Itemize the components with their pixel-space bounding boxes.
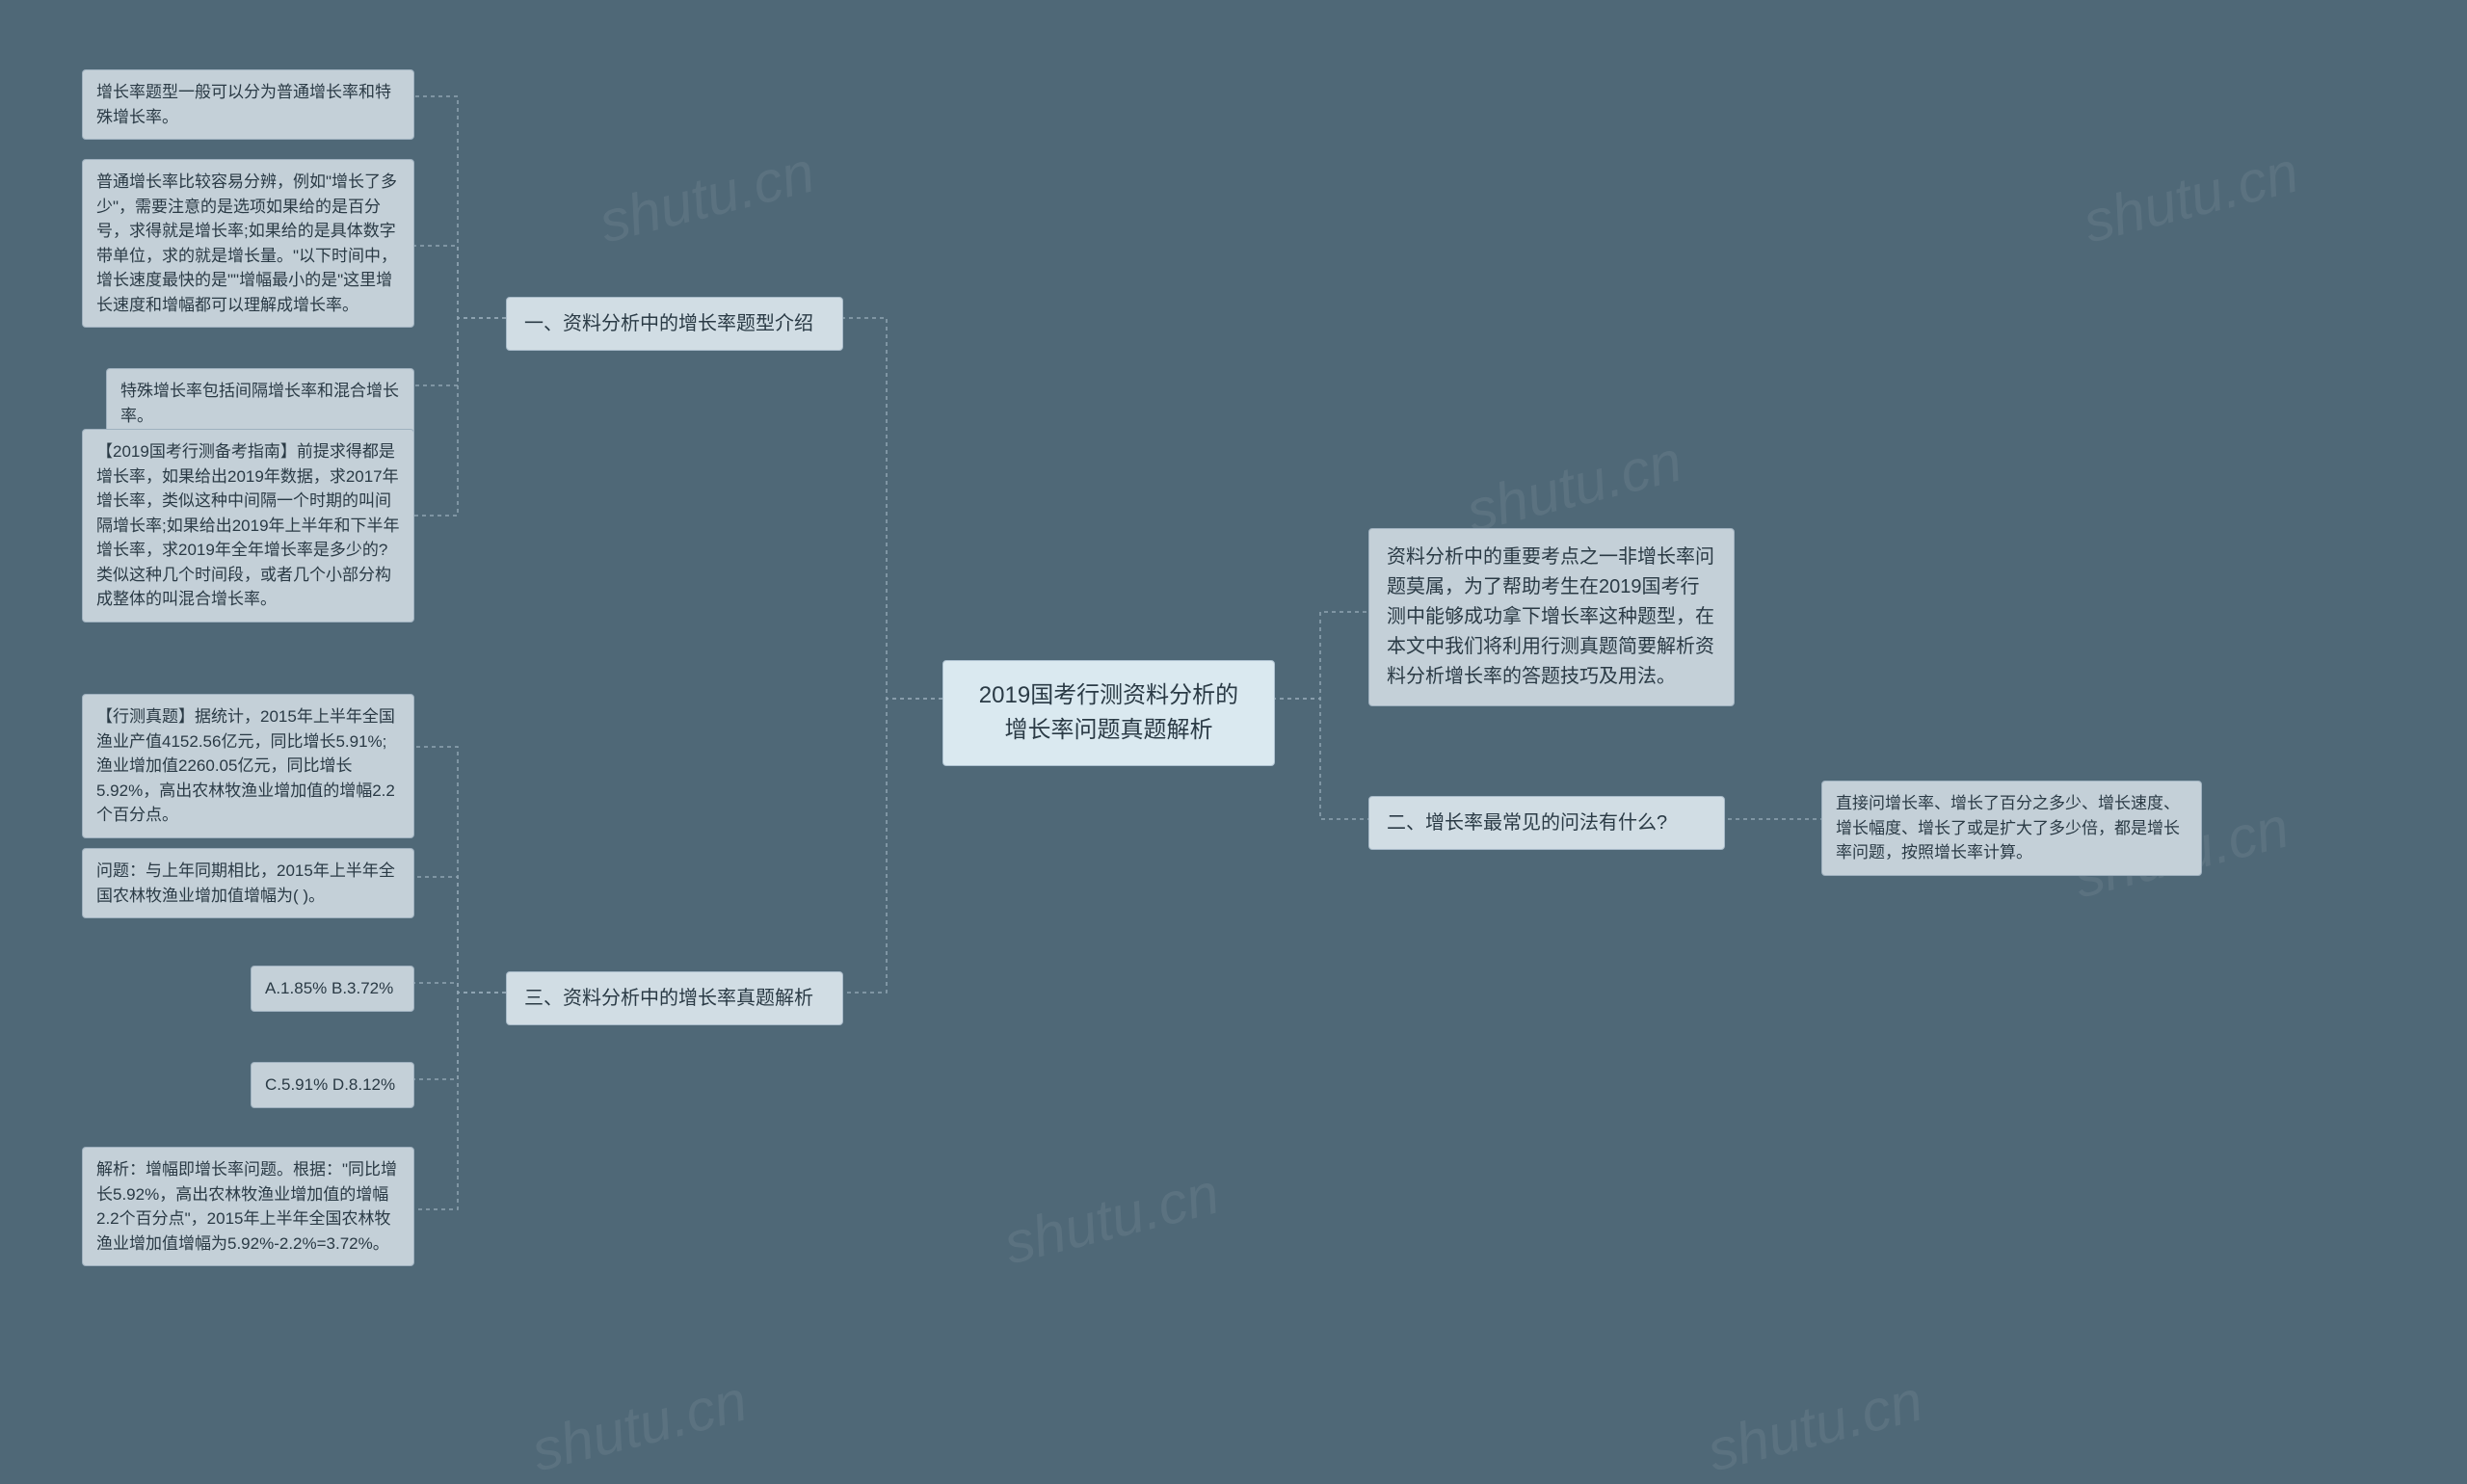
branch2-leaf: 直接问增长率、增长了百分之多少、增长速度、增长幅度、增长了或是扩大了多少倍，都是… [1821,781,2202,876]
center-title-line1: 2019国考行测资料分析的 [979,682,1238,708]
branch3-node: 三、资料分析中的增长率真题解析 [506,971,843,1025]
watermark: shutu.cn [593,139,821,256]
branch3-leaf5: 解析：增幅即增长率问题。根据："同比增长5.92%，高出农林牧渔业增加值的增幅2… [82,1147,414,1266]
watermark: shutu.cn [1701,1367,1929,1484]
branch3-leaf1: 【行测真题】据统计，2015年上半年全国渔业产值4152.56亿元，同比增长5.… [82,694,414,838]
watermark: shutu.cn [997,1160,1226,1278]
watermark: shutu.cn [2077,139,2305,256]
branch3-leaf2: 问题：与上年同期相比，2015年上半年全国农林牧渔业增加值增幅为( )。 [82,848,414,918]
branch2-node: 二、增长率最常见的问法有什么? [1368,796,1725,850]
branch3-leaf4: C.5.91% D.8.12% [251,1062,414,1108]
branch1-node: 一、资料分析中的增长率题型介绍 [506,297,843,351]
branch1-leaf1: 增长率题型一般可以分为普通增长率和特殊增长率。 [82,69,414,140]
center-title-line2: 增长率问题真题解析 [1005,717,1213,743]
center-node: 2019国考行测资料分析的 增长率问题真题解析 [942,660,1275,766]
right-desc-node: 资料分析中的重要考点之一非增长率问题莫属，为了帮助考生在2019国考行测中能够成… [1368,528,1735,706]
branch1-leaf2: 普通增长率比较容易分辨，例如"增长了多少"，需要注意的是选项如果给的是百分号，求… [82,159,414,328]
branch1-leaf4: 【2019国考行测备考指南】前提求得都是增长率，如果给出2019年数据，求201… [82,429,414,623]
branch3-leaf3: A.1.85% B.3.72% [251,966,414,1012]
watermark: shutu.cn [525,1367,754,1484]
